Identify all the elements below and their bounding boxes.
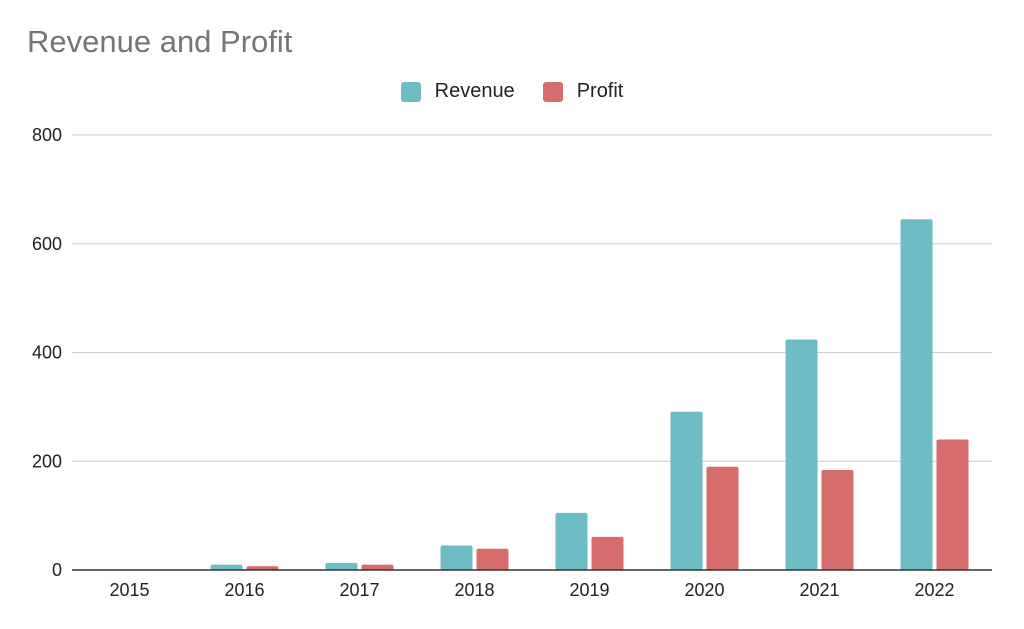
bar-revenue-2019: [555, 512, 588, 570]
bar-profit-2021: [821, 469, 854, 570]
bar-profit-2017: [361, 564, 394, 570]
x-tick-label: 2016: [224, 580, 264, 600]
bar-revenue-2021: [785, 339, 818, 570]
chart-title: Revenue and Profit: [27, 24, 293, 59]
x-tick-label: 2017: [339, 580, 379, 600]
bar-revenue-2016: [210, 564, 243, 570]
y-tick-label: 400: [32, 343, 62, 363]
x-tick-label: 2019: [569, 580, 609, 600]
legend-label-profit: Profit: [576, 80, 624, 102]
x-tick-label: 2021: [799, 580, 839, 600]
legend-swatch-revenue: [400, 81, 421, 102]
legend-item-profit: Profit: [542, 80, 624, 103]
legend-swatch-profit: [542, 81, 563, 102]
legend: Revenue Profit: [0, 80, 1024, 103]
y-tick-label: 600: [32, 234, 62, 254]
y-tick-label: 0: [52, 560, 62, 580]
x-tick-label: 2018: [454, 580, 494, 600]
y-tick-label: 800: [32, 125, 62, 145]
bar-profit-2022: [936, 439, 969, 570]
x-tick-label: 2020: [684, 580, 724, 600]
legend-item-revenue: Revenue: [400, 80, 515, 103]
bar-profit-2019: [591, 536, 624, 570]
y-tick-label: 200: [32, 451, 62, 471]
bar-profit-2020: [706, 466, 739, 570]
bar-revenue-2017: [325, 562, 358, 570]
bar-revenue-2018: [440, 545, 473, 570]
x-tick-label: 2015: [109, 580, 149, 600]
bar-revenue-2022: [900, 219, 933, 570]
bar-profit-2016: [246, 566, 279, 570]
bar-revenue-2020: [670, 411, 703, 570]
bar-profit-2018: [476, 548, 509, 570]
legend-label-revenue: Revenue: [434, 80, 515, 102]
x-tick-label: 2022: [914, 580, 954, 600]
